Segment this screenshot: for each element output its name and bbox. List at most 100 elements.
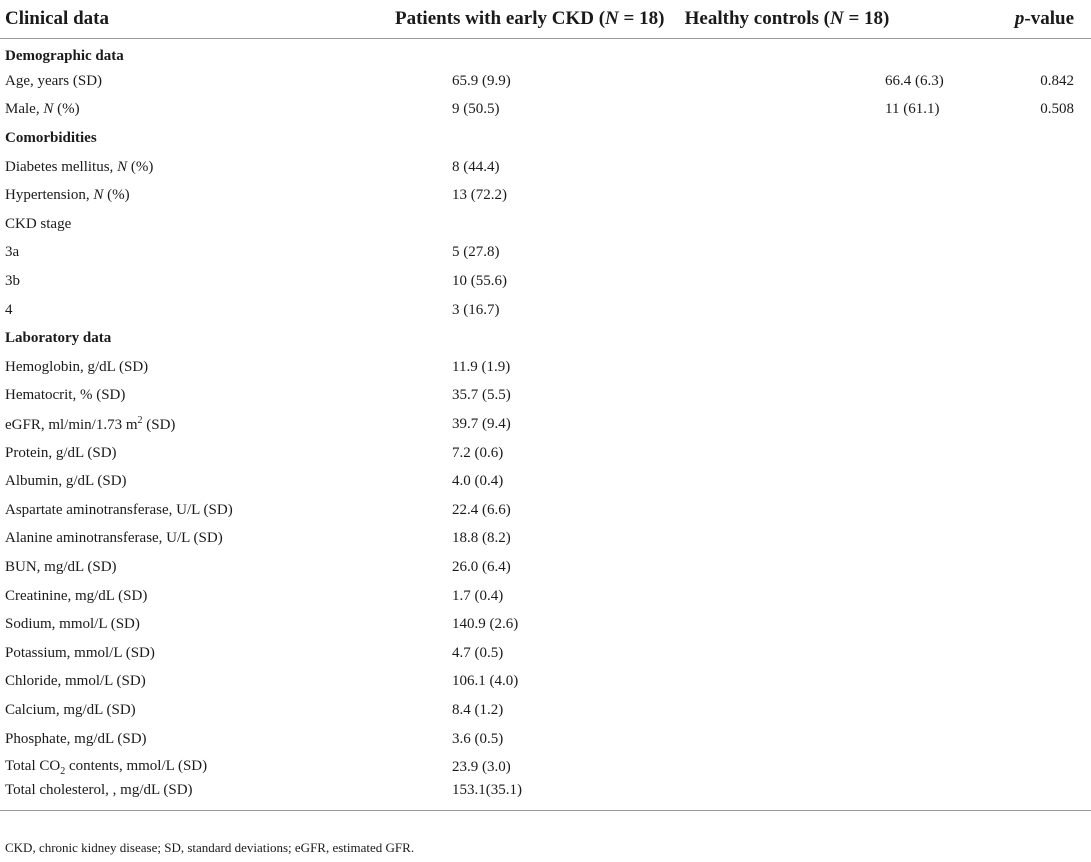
row-label-text: eGFR, ml/min/1.73 m — [5, 417, 138, 434]
row-label: Total cholesterol, , mg/dL (SD) — [0, 781, 390, 812]
row-label: Age, years (SD) — [5, 72, 103, 89]
ckd-value: 22.4 (6.6) — [452, 501, 511, 518]
control-value — [622, 553, 952, 582]
row-label-text: Total CO — [5, 758, 61, 775]
header-control-prefix: Healthy controls ( — [684, 8, 830, 29]
row-label-text: contents, mmol/L (SD) — [65, 758, 208, 775]
p-value: 0.842 — [1040, 72, 1074, 89]
table-header: Clinical data Patients with early CKD (N… — [0, 0, 1091, 39]
row-label-text: (%) — [103, 187, 130, 204]
table-row: BUN, mg/dL (SD) 26.0 (6.4) — [0, 553, 1091, 582]
p-value — [952, 525, 1091, 554]
row-label-text: (%) — [127, 158, 154, 175]
control-value — [622, 639, 952, 668]
table-row: Diabetes mellitus, N (%) 8 (44.4) — [0, 153, 1091, 182]
p-value — [952, 353, 1091, 382]
table-row: Hypertension, N (%) 13 (72.2) — [0, 181, 1091, 210]
p-value — [952, 239, 1091, 268]
control-value — [622, 668, 952, 697]
control-value — [622, 753, 952, 782]
row-label: Albumin, g/dL (SD) — [5, 473, 127, 490]
table-row: 3b 10 (55.6) — [0, 267, 1091, 296]
control-value: 66.4 (6.3) — [885, 72, 944, 89]
control-value — [622, 610, 952, 639]
ckd-value: 106.1 (4.0) — [452, 673, 519, 690]
row-label: Hematocrit, % (SD) — [5, 387, 126, 404]
clinical-data-table: Clinical data Patients with early CKD (N… — [0, 0, 1091, 812]
row-label: BUN, mg/dL (SD) — [5, 558, 117, 575]
ckd-value: 7.2 (0.6) — [452, 444, 504, 461]
ckd-value — [390, 210, 622, 239]
control-value — [622, 153, 952, 182]
p-value — [952, 753, 1091, 782]
control-value — [622, 181, 952, 210]
table-row: Age, years (SD) 65.9 (9.9) 66.4 (6.3) 0.842 — [0, 67, 1091, 96]
ckd-value: 4.0 (0.4) — [452, 473, 504, 490]
p-value — [952, 267, 1091, 296]
control-value — [622, 781, 952, 812]
ckd-value: 9 (50.5) — [452, 101, 500, 118]
ckd-value: 65.9 (9.9) — [452, 72, 511, 89]
table-footnote: CKD, chronic kidney disease; SD, standar… — [5, 840, 415, 855]
p-value — [952, 124, 1091, 153]
row-label: Potassium, mmol/L (SD) — [5, 644, 155, 661]
row-label: Total CO2 contents, mmol/L (SD) — [0, 753, 390, 782]
header-row: Clinical data Patients with early CKD (N… — [0, 0, 1091, 39]
row-label: CKD stage — [5, 215, 72, 232]
control-value: 11 (61.1) — [885, 101, 940, 118]
row-label-italic: N — [117, 158, 128, 175]
header-control-n-rest: = 18) — [843, 8, 890, 29]
p-value — [952, 496, 1091, 525]
section-header-row: Laboratory data — [0, 324, 1091, 353]
table-row: Chloride, mmol/L (SD) 106.1 (4.0) — [0, 668, 1091, 697]
p-value: 0.508 — [1040, 101, 1074, 118]
ckd-value — [390, 324, 622, 353]
ckd-value: 8 (44.4) — [452, 158, 500, 175]
ckd-value: 153.1(35.1) — [390, 781, 622, 812]
header-ckd-n: N — [605, 8, 619, 29]
ckd-value: 11.9 (1.9) — [452, 358, 511, 375]
row-label: 3b — [5, 273, 20, 290]
p-value — [952, 553, 1091, 582]
row-label-text: (%) — [53, 101, 80, 118]
p-value — [952, 467, 1091, 496]
table-row: Phosphate, mg/dL (SD) 3.6 (0.5) — [0, 725, 1091, 754]
row-label: Hemoglobin, g/dL (SD) — [5, 358, 149, 375]
table-row: Albumin, g/dL (SD) 4.0 (0.4) — [0, 467, 1091, 496]
row-label: 3a — [5, 244, 20, 261]
row-label-text: Male, — [5, 101, 44, 118]
header-p-rest: -value — [1024, 8, 1074, 29]
p-value — [952, 610, 1091, 639]
table-row: Total CO2 contents, mmol/L (SD) 23.9 (3.0… — [0, 753, 1091, 782]
row-label: Sodium, mmol/L (SD) — [5, 616, 140, 633]
row-label: Alanine aminotransferase, U/L (SD) — [5, 530, 223, 547]
control-value — [622, 410, 952, 439]
p-value — [952, 410, 1091, 439]
row-label-superscript: 2 — [137, 415, 143, 427]
section-label: Demographic data — [5, 48, 124, 65]
ckd-value: 26.0 (6.4) — [452, 558, 511, 575]
ckd-value: 3.6 (0.5) — [452, 730, 504, 747]
ckd-value — [390, 124, 622, 153]
ckd-value: 140.9 (2.6) — [452, 616, 519, 633]
row-label: Phosphate, mg/dL (SD) — [5, 730, 147, 747]
header-p-value: p-value — [952, 0, 1091, 39]
table-row: Potassium, mmol/L (SD) 4.7 (0.5) — [0, 639, 1091, 668]
control-value — [622, 725, 952, 754]
p-value — [952, 153, 1091, 182]
row-label-text: Diabetes mellitus, — [5, 158, 118, 175]
row-label-text: (SD) — [142, 417, 176, 434]
p-value — [952, 639, 1091, 668]
table-row: Hematocrit, % (SD) 35.7 (5.5) — [0, 382, 1091, 411]
ckd-value: 35.7 (5.5) — [452, 387, 511, 404]
section-label: Laboratory data — [5, 330, 112, 347]
p-value — [952, 781, 1091, 812]
table-row: Hemoglobin, g/dL (SD) 11.9 (1.9) — [0, 353, 1091, 382]
control-value — [622, 353, 952, 382]
control-value — [622, 324, 952, 353]
control-value — [622, 267, 952, 296]
table-row: Protein, g/dL (SD) 7.2 (0.6) — [0, 439, 1091, 468]
ckd-value: 8.4 (1.2) — [452, 701, 504, 718]
ckd-value — [390, 39, 622, 68]
